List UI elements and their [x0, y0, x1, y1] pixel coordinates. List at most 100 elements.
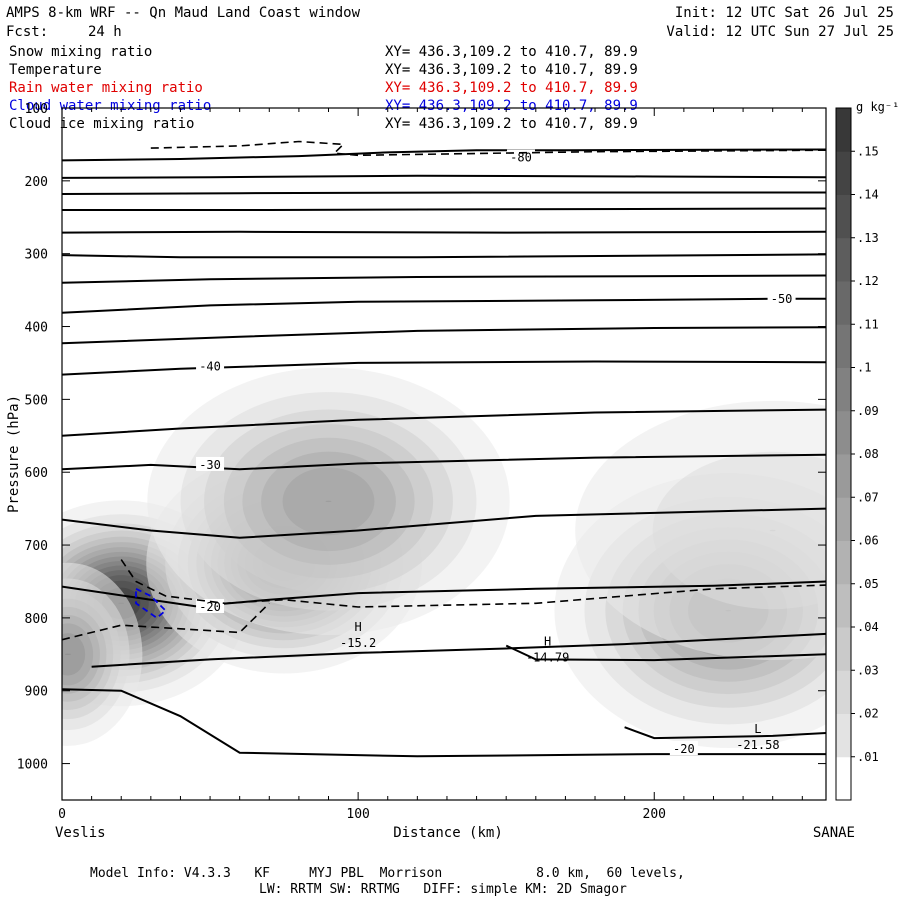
colorbar-swatch	[836, 281, 851, 325]
variable-xy: XY= 436.3,109.2 to 410.7, 89.9	[385, 116, 638, 132]
temperature-line	[62, 274, 826, 284]
footer-line-2: LW: RRTM SW: RRTMG DIFF: simple KM: 2D S…	[259, 882, 627, 897]
temperature-label: -80	[510, 151, 532, 165]
temperature-label-bg	[506, 149, 535, 164]
y-tick-label: 900	[25, 685, 48, 700]
temperature-label: -20	[199, 600, 221, 614]
snow-contour-fill	[62, 633, 86, 676]
header-title: AMPS 8-km WRF -- Qn Maud Land Coast wind…	[6, 5, 361, 21]
colorbar-swatch	[836, 497, 851, 541]
colorbar-tick-label: .02	[857, 707, 879, 721]
temperature-line	[624, 726, 826, 740]
colorbar-tick-label: .11	[857, 317, 879, 331]
snow-contour-fill	[652, 451, 826, 610]
temperature-line	[62, 297, 826, 314]
extremum-value: -15.2	[340, 636, 376, 650]
snow-contour-fill	[64, 653, 71, 656]
colorbar: .01 .02 .03 .04 .05 .06 .07 .08 .09 .1 .11 .12 .13 .1…	[835, 100, 899, 801]
variable-xy: XY= 436.3,109.2 to 410.7, 89.9	[385, 80, 638, 96]
temperature-line	[62, 507, 826, 539]
colorbar-tick-label: .09	[857, 404, 879, 418]
temperature-line	[62, 191, 826, 195]
snow-contour-fill	[325, 500, 332, 503]
y-tick-label: 600	[25, 466, 48, 481]
y-tick-label: 500	[25, 393, 48, 408]
colorbar-tick-label: .01	[857, 750, 879, 764]
y-tick-label: 400	[25, 321, 48, 336]
snow-contour-fill	[769, 529, 776, 532]
y-tick-label: 100	[25, 102, 48, 117]
colorbar-swatch	[836, 670, 851, 714]
temperature-line	[62, 688, 826, 758]
temperature-line	[62, 253, 826, 259]
variable-name: Rain water mixing ratio	[9, 80, 203, 96]
colorbar-swatch	[836, 583, 851, 628]
cloud-water-line	[135, 587, 167, 620]
valid-time: Valid: 12 UTC Sun 27 Jul 25	[666, 24, 894, 40]
temperature-contours: -80 -50 -40 -30 -20 -20	[62, 148, 826, 758]
temperature-label-bg	[669, 741, 698, 756]
forecast-value: 24 h	[88, 24, 122, 40]
footer-line-1: Model Info: V4.3.3 KF MYJ PBL Morrison 8…	[90, 866, 685, 881]
colorbar-swatch	[836, 454, 851, 498]
temperature-line	[505, 644, 826, 662]
temperature-line	[62, 174, 826, 179]
y-tick-label: 800	[25, 612, 48, 627]
colorbar-swatch	[836, 627, 851, 671]
extremum-marker: H	[355, 620, 362, 634]
colorbar-tick-label: .03	[857, 663, 879, 677]
temperature-line	[62, 580, 826, 608]
temperature-line	[62, 230, 826, 234]
temperature-label: -50	[771, 292, 793, 306]
colorbar-swatch	[836, 713, 851, 758]
temperature-line	[62, 360, 826, 376]
colorbar-swatch	[836, 237, 851, 282]
colorbar-unit: g kg⁻¹	[856, 100, 899, 114]
colorbar-swatch	[836, 194, 851, 239]
colorbar-tick-label: .13	[857, 231, 879, 245]
cloud-ice-line	[120, 559, 826, 608]
y-axis-label: Pressure (hPa)	[6, 395, 22, 513]
colorbar-swatch	[836, 151, 851, 195]
snow-shading	[62, 367, 826, 748]
extremum-marker: L	[754, 722, 761, 736]
colorbar-swatch	[836, 108, 851, 152]
variable-name: Cloud ice mixing ratio	[9, 116, 195, 132]
left-endpoint-label: Veslis	[55, 825, 106, 841]
colorbar-tick-label: .15	[857, 144, 879, 158]
colorbar-tick-label: .14	[857, 188, 879, 202]
colorbar-swatch	[836, 756, 851, 801]
colorbar-tick-label: .1	[857, 361, 871, 375]
x-tick-label: 100	[346, 807, 369, 822]
temperature-line	[91, 632, 826, 668]
temperature-label: -40	[199, 360, 221, 374]
variable-xy: XY= 436.3,109.2 to 410.7, 89.9	[385, 44, 638, 60]
plot-frame	[61, 107, 827, 801]
extremum-value: -21.58	[736, 738, 779, 752]
colorbar-swatch	[836, 540, 851, 585]
variable-name: Temperature	[9, 62, 102, 78]
extremum-marker: H	[544, 635, 551, 649]
init-time: Init: 12 UTC Sat 26 Jul 25	[674, 5, 894, 21]
temperature-line	[62, 453, 826, 471]
x-axis-label: Distance (km)	[393, 825, 503, 841]
temperature-label-bg	[196, 358, 225, 373]
right-endpoint-label: SANAE	[813, 825, 855, 841]
temperature-label-bg	[767, 290, 796, 305]
extremum-value: -14.79	[526, 651, 569, 665]
colorbar-tick-label: .06	[857, 534, 879, 548]
variable-name: Snow mixing ratio	[9, 44, 153, 60]
colorbar-tick-label: .08	[857, 447, 879, 461]
colorbar-tick-label: .07	[857, 490, 879, 504]
temperature-line	[62, 207, 826, 211]
colorbar-swatch	[836, 410, 851, 455]
colorbar-tick-label: .12	[857, 274, 879, 288]
temperature-label: -20	[673, 742, 695, 756]
cloud-ice-line	[150, 140, 826, 157]
colorbar-swatch	[836, 367, 851, 412]
forecast-label: Fcst:	[6, 24, 49, 40]
temperature-line	[62, 408, 826, 437]
colorbar-tick-label: .04	[857, 620, 879, 634]
y-tick-label: 300	[25, 248, 48, 263]
